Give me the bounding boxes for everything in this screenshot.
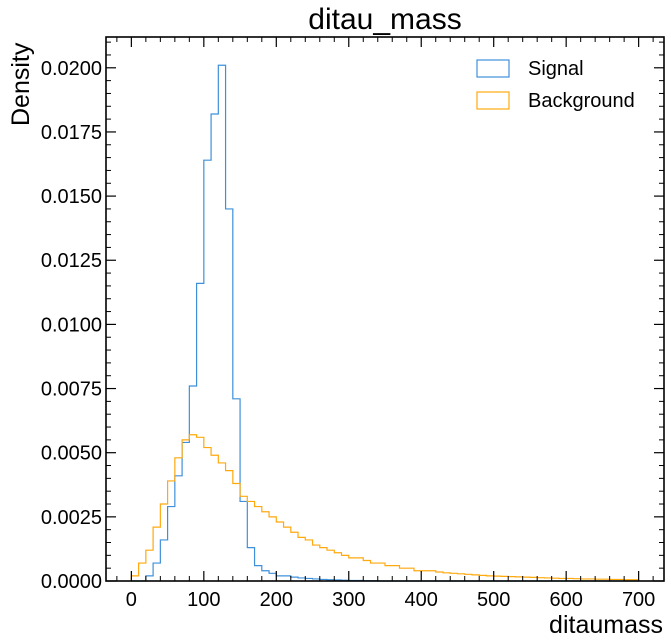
chart-title: ditau_mass	[308, 3, 461, 36]
y-axis-label: Density	[7, 42, 35, 126]
legend: Signal Background	[476, 58, 635, 112]
y-tick-label: 0.0100	[41, 314, 102, 336]
y-tick-label: 0.0200	[41, 58, 102, 80]
plot-frame	[105, 36, 665, 582]
y-tick-label: 0.0125	[41, 250, 102, 272]
x-axis-label: ditaumass	[549, 611, 663, 639]
x-tick-label: 700	[622, 589, 655, 611]
legend-label-signal: Signal	[528, 58, 584, 80]
x-tick-label: 0	[126, 589, 137, 611]
y-tick-label: 0.0150	[41, 186, 102, 208]
x-tick-label: 200	[260, 589, 293, 611]
y-tick-label: 0.0175	[41, 122, 102, 144]
x-tick-label: 500	[477, 589, 510, 611]
y-tick-label: 0.0075	[41, 379, 102, 401]
x-tick-label: 400	[405, 589, 438, 611]
legend-swatch-signal	[476, 59, 510, 78]
x-tick-label: 300	[332, 589, 365, 611]
legend-swatch-background	[476, 91, 510, 110]
series-background-histogram	[130, 434, 640, 581]
series-signal-histogram	[131, 64, 639, 582]
x-tick-label: 100	[187, 589, 220, 611]
y-tick-label: 0.0050	[41, 443, 102, 465]
y-tick-label: 0.0000	[41, 571, 102, 593]
legend-label-background: Background	[528, 90, 635, 112]
y-tick-label: 0.0025	[41, 507, 102, 529]
x-tick-label: 600	[549, 589, 582, 611]
